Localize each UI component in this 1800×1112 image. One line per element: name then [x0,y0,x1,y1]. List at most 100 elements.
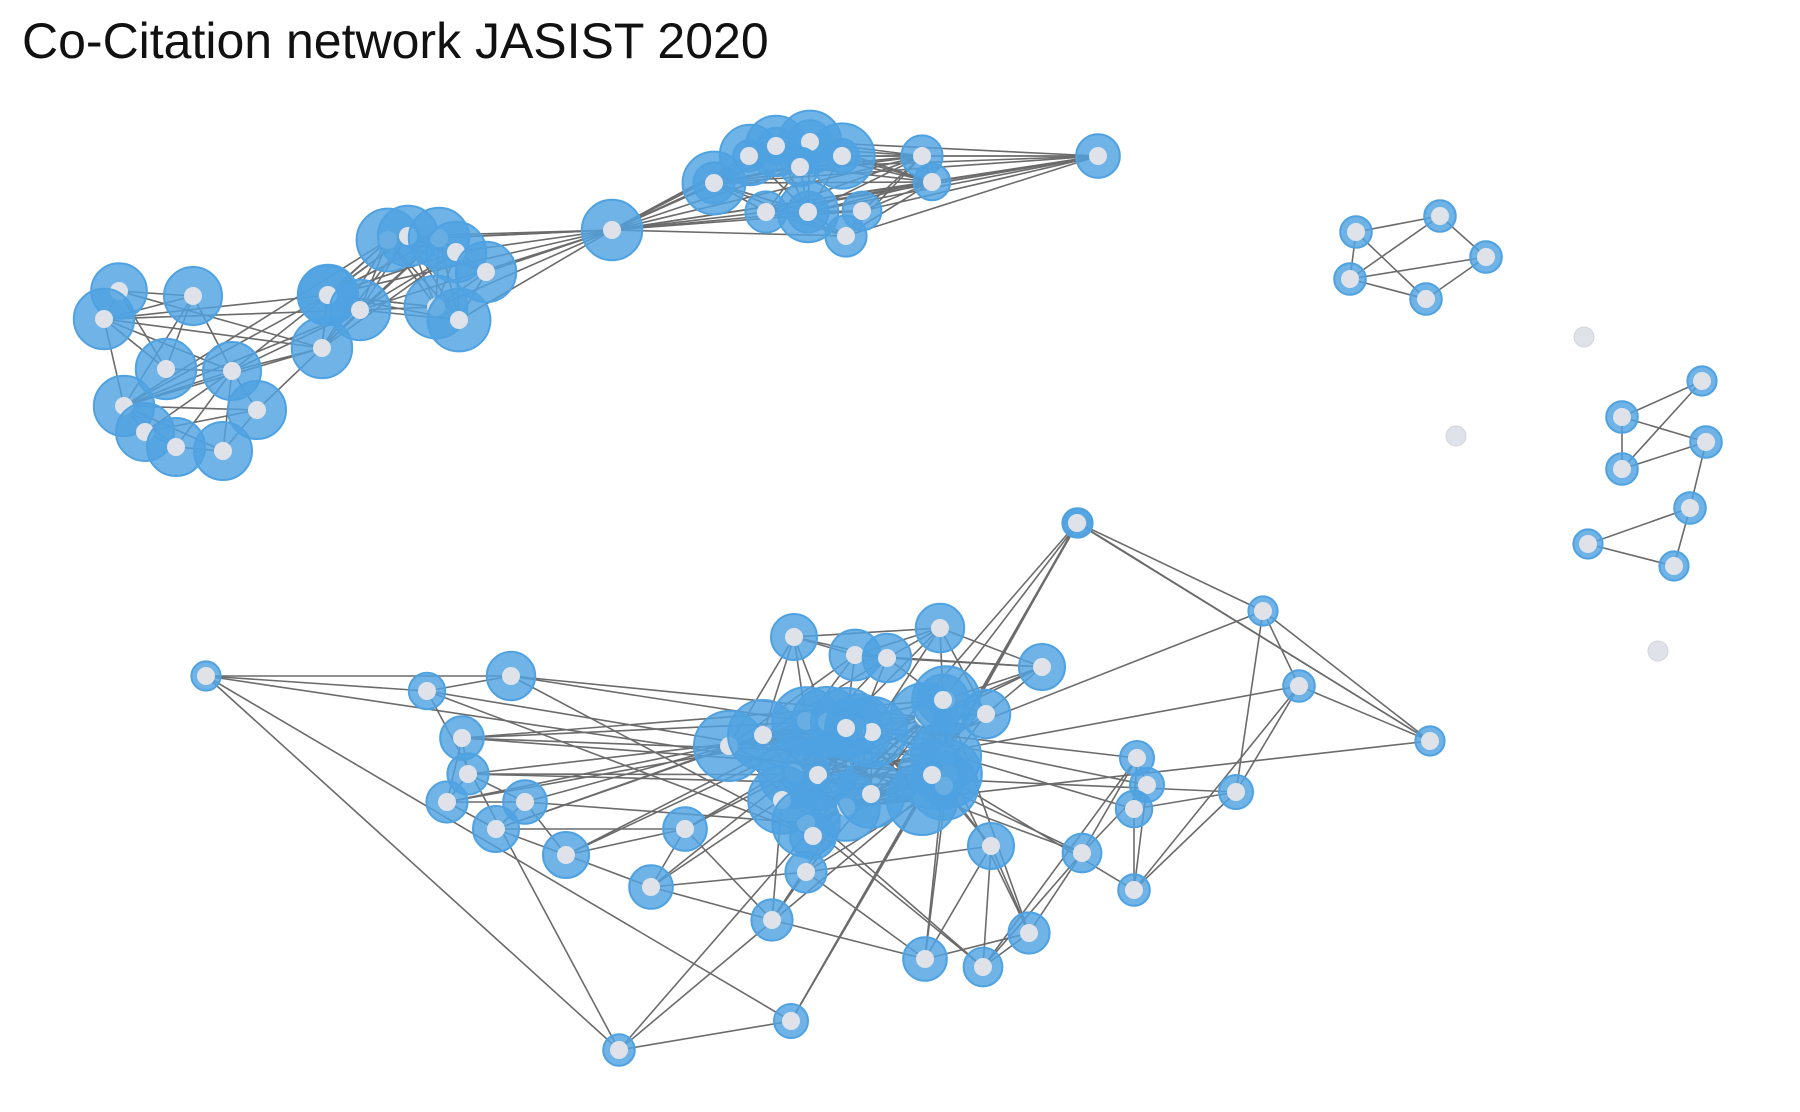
network-node [227,380,287,440]
node-core [862,785,880,803]
node-core [438,793,456,811]
network-node [861,632,913,684]
node-core [740,147,758,165]
node-core [1681,499,1699,517]
node-core [1665,557,1683,575]
node-core [931,619,949,637]
node-core [934,691,952,709]
network-node [914,602,966,654]
network-node [426,287,492,353]
network-node [1247,595,1279,627]
network-edge [1076,522,1431,742]
network-edge [805,871,926,960]
network-node [1445,425,1467,447]
node-core [1089,147,1107,165]
node-core [767,137,785,155]
node-core [1254,602,1272,620]
node-core [1693,372,1711,390]
network-node [1282,669,1316,703]
network-node [193,421,253,481]
node-core [837,227,855,245]
network-edge [650,871,807,888]
node-core [1068,514,1086,532]
network-node [134,337,198,401]
node-core [763,911,781,929]
network-node [784,850,828,894]
node-core [157,360,175,378]
node-core [853,202,871,220]
node-core [809,766,827,784]
node-core [223,362,241,380]
network-node [1007,911,1051,955]
network-edge [1621,380,1703,470]
network-edge [861,155,1099,212]
node-core [705,174,723,192]
network-node [960,688,1012,740]
network-node [786,190,830,234]
node-core [801,133,819,151]
network-edge [618,1020,792,1051]
network-node [1605,452,1639,486]
network-edge [1349,256,1487,280]
node-core [418,682,436,700]
network-edge [1235,610,1264,793]
isolated-node [1445,425,1467,447]
network-node [1686,365,1718,397]
node-core [487,820,505,838]
network-node [1114,789,1154,829]
network-node [1061,507,1093,539]
node-core [1417,290,1435,308]
network-edge [805,845,992,873]
node-core [351,301,369,319]
node-core [313,339,331,357]
node-core [1697,433,1715,451]
node-core [1125,881,1143,899]
node-core [833,147,851,165]
node-core [1341,270,1359,288]
network-node [472,805,520,853]
node-core [214,442,232,460]
network-node [916,673,970,727]
network-edge [870,522,1079,795]
node-core [459,765,477,783]
network-edge [205,675,428,692]
node-core [799,203,817,221]
network-node [502,779,548,825]
node-core [846,646,864,664]
network-node [825,707,867,749]
network-node [1339,215,1373,249]
network-edge [817,685,1300,776]
network-node [902,936,948,982]
network-edge [426,690,814,837]
network-node [779,146,821,188]
node-core [167,438,185,456]
node-core [782,1012,800,1030]
network-edge [1262,610,1431,742]
node-core [837,719,855,737]
node-core [502,667,520,685]
network-node [1218,774,1254,810]
network-node [190,660,222,692]
node-core [557,846,575,864]
network-node [773,1003,809,1039]
node-core [974,958,992,976]
node-core [791,158,809,176]
network-node [454,240,518,304]
network-edge [1133,791,1237,891]
node-core [1613,460,1631,478]
network-edge [103,318,323,349]
network-node [1673,491,1707,525]
network-node [789,812,837,860]
network-node [1647,640,1669,662]
network-node [1075,133,1121,179]
node-core [923,173,941,191]
node-core [1227,783,1245,801]
network-node [897,740,967,810]
node-core [1073,844,1091,862]
network-node [962,946,1004,988]
node-core [516,793,534,811]
node-core [797,863,815,881]
network-edge [771,919,926,960]
network-node [439,715,485,761]
